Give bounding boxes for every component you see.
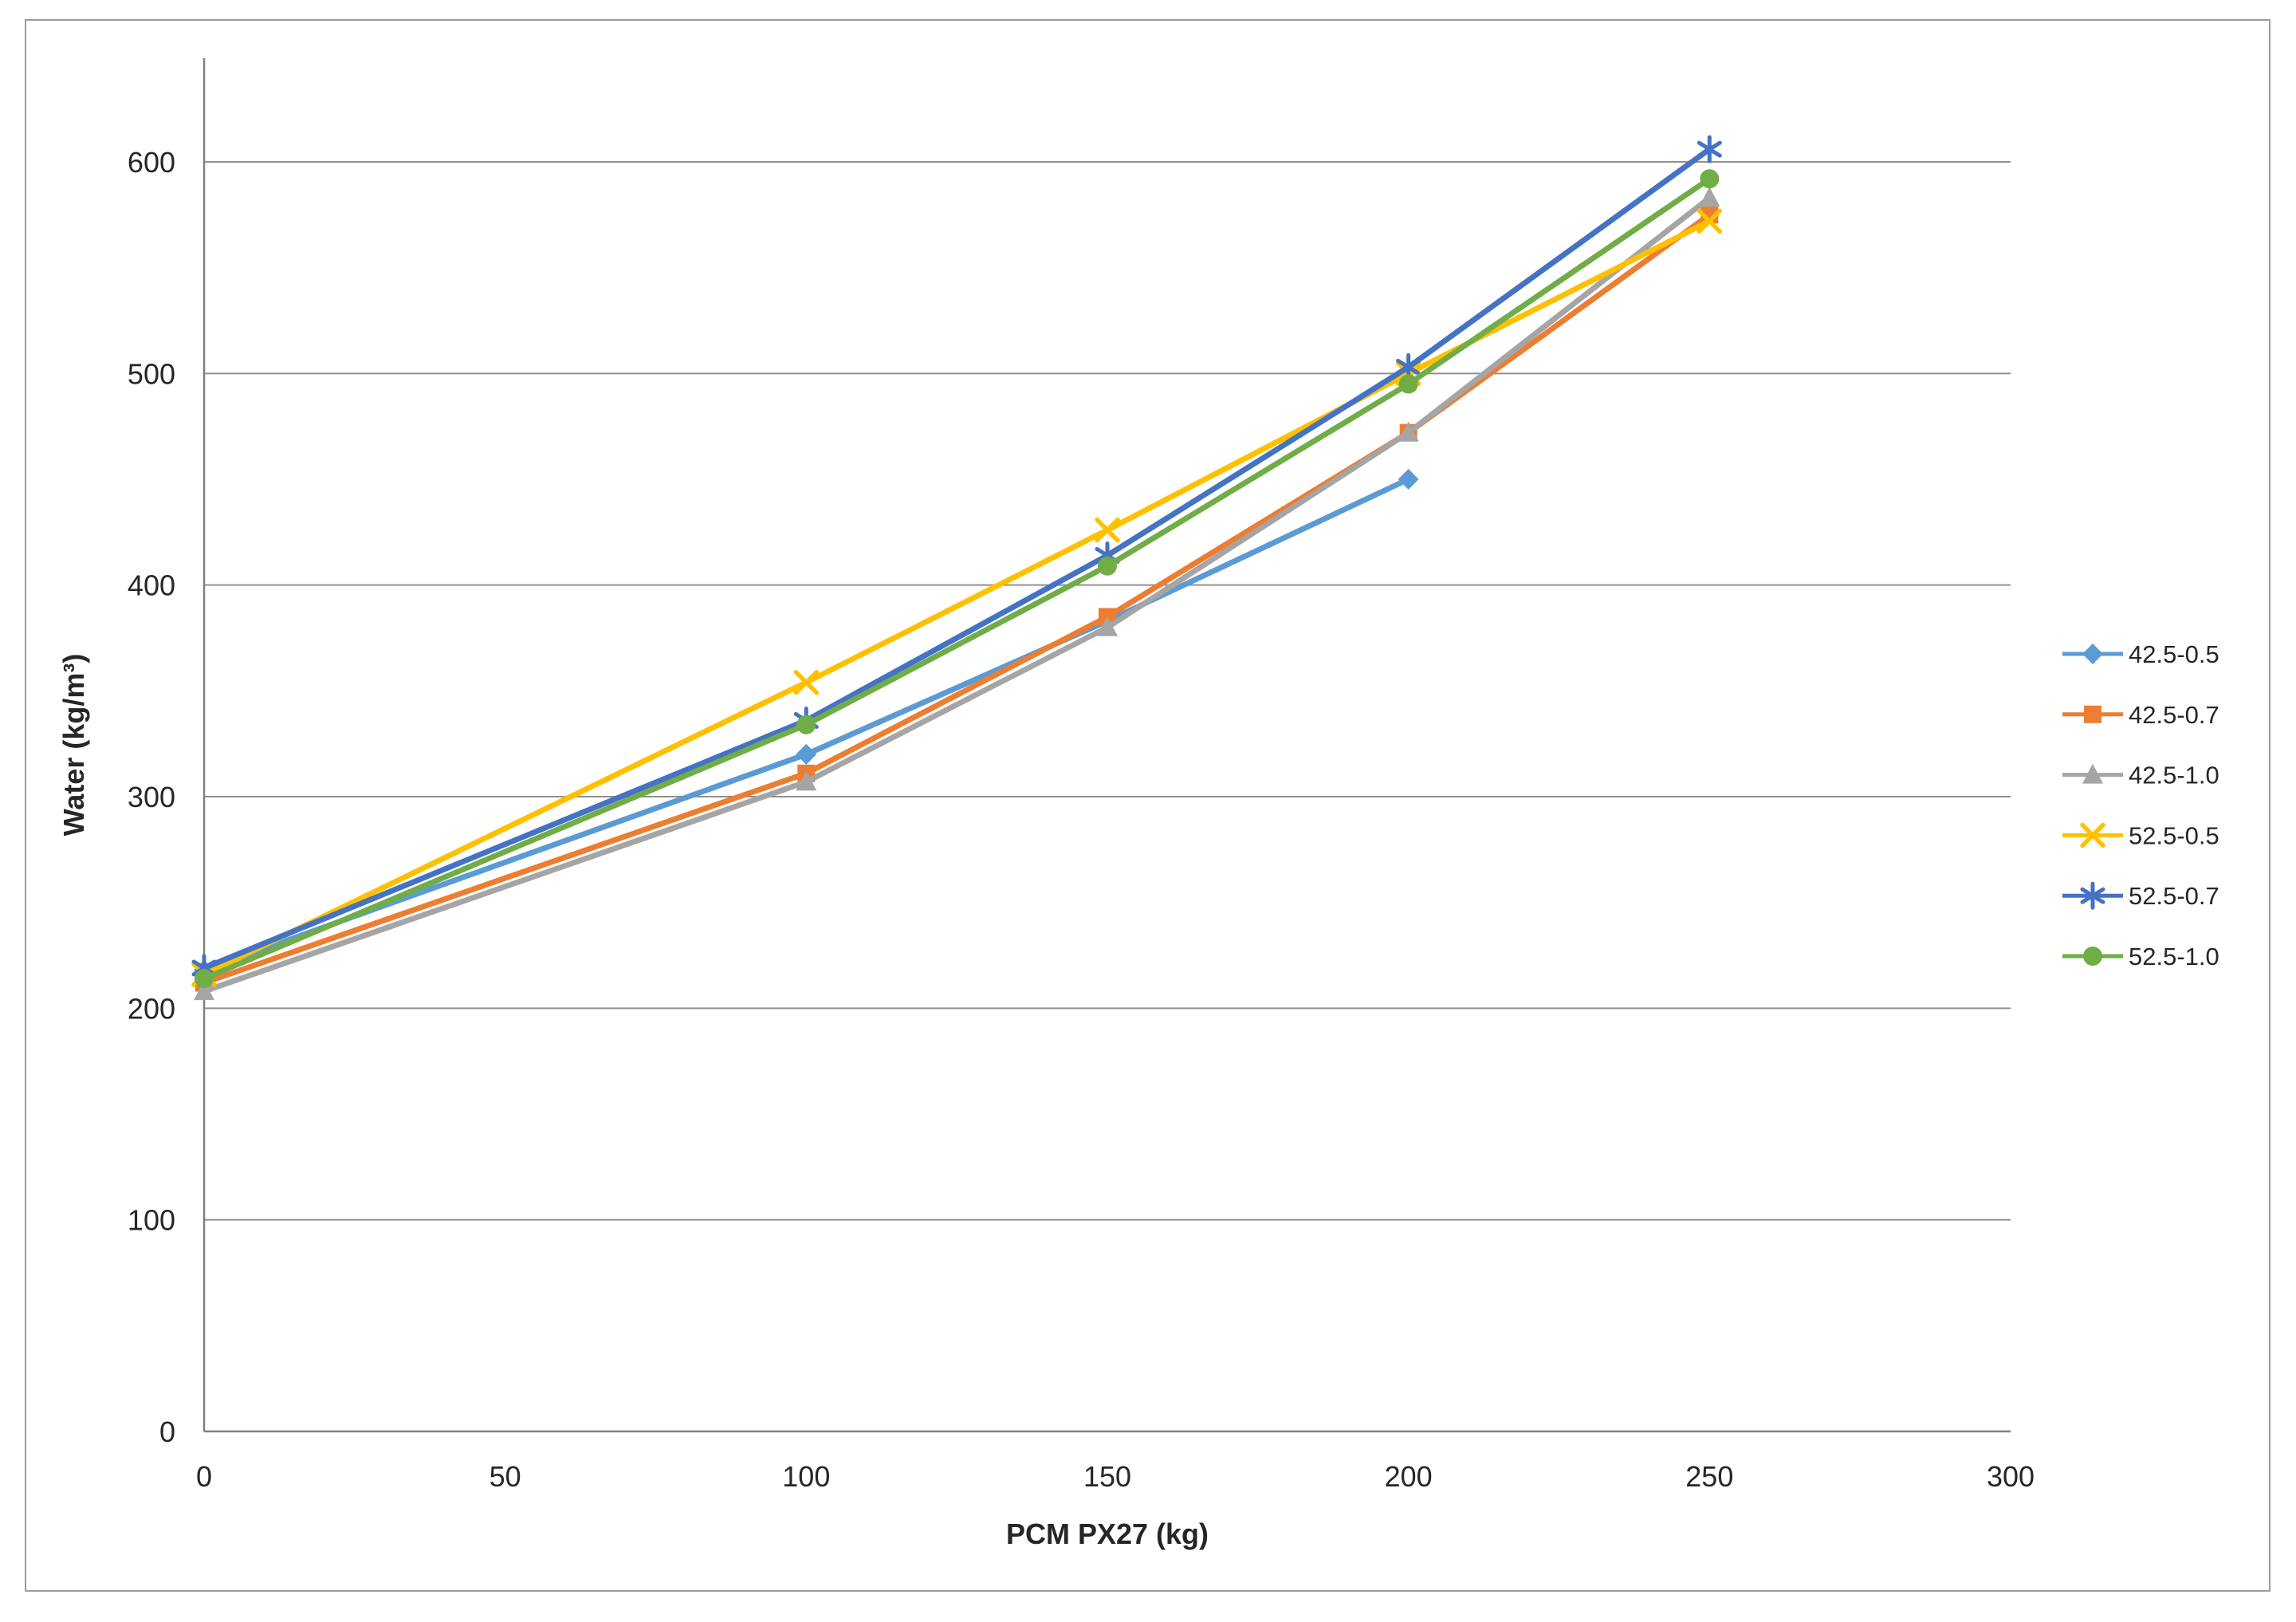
tick-labels: 0 100 200 300 400 500 600 0 50 100 150 200 250 300 — [128, 146, 2035, 1493]
line-chart: 0 100 200 300 400 500 600 0 50 100 150 200 250 300 PC… — [57, 58, 2219, 1550]
x-axis-title: PCM PX27 (kg) — [1006, 1518, 1209, 1550]
x-marker — [1095, 517, 1120, 543]
square-marker — [2084, 705, 2101, 723]
series-42.5-0.7 — [195, 206, 1719, 992]
circle-marker — [1700, 169, 1720, 189]
legend-item-52.5-0.7: 52.5-0.7 — [2062, 881, 2219, 910]
series-52.5-0.7 — [191, 135, 1722, 982]
x-tick-label-50: 50 — [489, 1460, 521, 1493]
circle-marker — [2083, 947, 2102, 966]
circle-marker — [1398, 374, 1418, 394]
x-marker — [1696, 208, 1723, 234]
y-tick-label-200: 200 — [128, 992, 175, 1025]
x-tick-label-0: 0 — [196, 1460, 212, 1493]
x-marker — [2080, 822, 2105, 848]
triangle-marker — [796, 770, 817, 791]
axes — [202, 58, 2011, 1433]
y-tick-label-300: 300 — [128, 781, 175, 813]
x-tick-label-250: 250 — [1685, 1460, 1733, 1493]
legend-label: 52.5-1.0 — [2129, 943, 2219, 970]
triangle-marker — [1097, 616, 1118, 636]
y-tick-label-0: 0 — [159, 1415, 175, 1448]
diamond-marker — [2082, 644, 2103, 664]
chart-frame: 0 100 200 300 400 500 600 0 50 100 150 200 250 300 PC… — [25, 19, 2270, 1592]
asterisk-marker — [2080, 881, 2105, 910]
y-tick-label-500: 500 — [128, 357, 175, 390]
legend-item-52.5-1.0: 52.5-1.0 — [2062, 943, 2219, 970]
legend-label: 42.5-0.5 — [2129, 640, 2219, 668]
series-52.5-1.0 — [195, 169, 1720, 989]
legend-item-52.5-0.5: 52.5-0.5 — [2062, 821, 2219, 849]
y-tick-label-100: 100 — [128, 1204, 175, 1237]
triangle-marker — [1699, 187, 1720, 207]
triangle-marker — [2082, 763, 2103, 784]
x-tick-label-150: 150 — [1083, 1460, 1131, 1493]
x-tick-label-200: 200 — [1385, 1460, 1433, 1493]
y-tick-label-600: 600 — [128, 146, 175, 179]
y-axis-title: Water (kg/m³) — [57, 654, 90, 837]
legend: 42.5-0.5 42.5-0.7 42.5-1.0 52.5-0.5 52.5-0.7… — [2062, 640, 2219, 970]
y-tick-label-400: 400 — [128, 569, 175, 602]
legend-label: 42.5-0.7 — [2129, 701, 2219, 729]
circle-marker — [1098, 556, 1117, 576]
legend-label: 52.5-0.7 — [2129, 882, 2219, 910]
triangle-marker — [1398, 421, 1419, 442]
legend-label: 42.5-1.0 — [2129, 762, 2219, 789]
legend-item-42.5-0.5: 42.5-0.5 — [2062, 640, 2219, 668]
x-tick-label-300: 300 — [1987, 1460, 2035, 1493]
triangle-marker — [194, 980, 214, 1001]
series-line-42.5-0.5 — [201, 476, 1412, 974]
circle-marker — [796, 715, 816, 734]
diamond-marker — [1398, 469, 1419, 490]
series-line-52.5-1.0 — [201, 175, 1712, 982]
x-tick-label-100: 100 — [782, 1460, 830, 1493]
asterisk-marker — [1696, 135, 1722, 163]
x-marker — [793, 669, 820, 695]
legend-label: 52.5-0.5 — [2129, 821, 2219, 849]
series-layer — [191, 135, 1723, 1001]
gridlines — [204, 161, 2011, 1221]
series-line-52.5-0.7 — [201, 146, 1712, 971]
legend-item-42.5-0.7: 42.5-0.7 — [2062, 701, 2219, 729]
circle-marker — [195, 969, 214, 989]
diamond-marker — [796, 743, 817, 765]
legend-item-42.5-1.0: 42.5-1.0 — [2062, 762, 2219, 789]
series-42.5-1.0 — [194, 187, 1720, 1001]
